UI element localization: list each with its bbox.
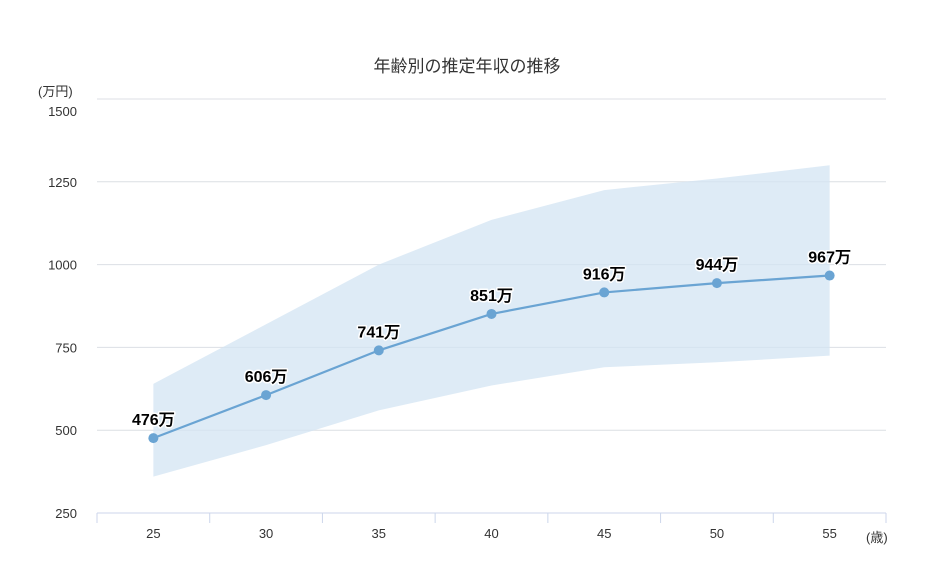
y-tick-label: 500 xyxy=(55,423,77,438)
data-label: 476万 xyxy=(132,412,175,429)
data-point[interactable] xyxy=(486,308,497,319)
y-tick-label: 750 xyxy=(55,340,77,355)
x-tick-label: 55 xyxy=(822,526,836,541)
income-range-band xyxy=(153,165,830,477)
data-label: 741万 xyxy=(357,324,400,341)
y-axis-title: (万円) xyxy=(38,84,73,99)
x-axis-tick-labels: 25 30 35 40 45 50 55 xyxy=(146,526,837,541)
data-point[interactable] xyxy=(148,433,159,444)
data-point[interactable] xyxy=(824,270,835,281)
y-axis-tick-labels: 250 500 750 1000 1250 1500 xyxy=(48,104,77,521)
y-tick-label: 1250 xyxy=(48,175,77,190)
data-labels: 476万 606万 741万 851万 916万 944万 967万 xyxy=(131,248,853,431)
data-label: 944万 xyxy=(696,257,739,274)
data-point[interactable] xyxy=(261,390,272,401)
data-label: 967万 xyxy=(808,250,851,267)
data-label: 606万 xyxy=(245,369,288,386)
x-tick-label: 50 xyxy=(710,526,724,541)
x-tick-label: 40 xyxy=(484,526,498,541)
y-tick-label: 1000 xyxy=(48,258,77,273)
income-series xyxy=(148,270,835,444)
chart-title: 年齢別の推定年収の推移 xyxy=(374,57,561,76)
x-tick-label: 30 xyxy=(259,526,273,541)
data-point[interactable] xyxy=(711,278,722,289)
data-point[interactable] xyxy=(599,287,610,298)
range-band-area xyxy=(153,165,830,477)
data-point[interactable] xyxy=(373,345,384,356)
x-tick-label: 45 xyxy=(597,526,611,541)
y-tick-label: 250 xyxy=(55,506,77,521)
x-axis xyxy=(96,512,887,523)
x-axis-title: (歳) xyxy=(866,530,888,545)
x-tick-label: 25 xyxy=(146,526,160,541)
data-label: 916万 xyxy=(583,266,626,283)
x-tick-label: 35 xyxy=(372,526,386,541)
data-label: 851万 xyxy=(470,288,513,305)
y-tick-label: 1500 xyxy=(48,104,77,119)
